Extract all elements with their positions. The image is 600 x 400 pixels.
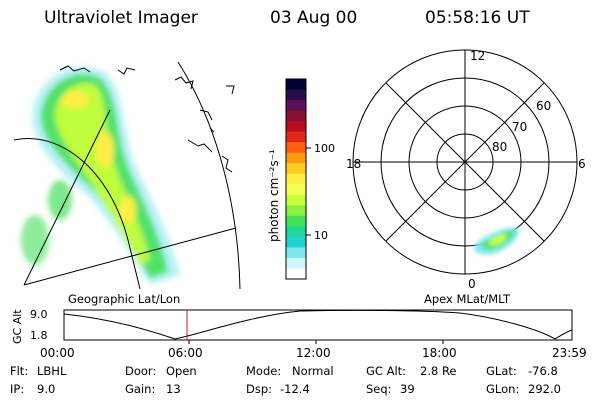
colorbar-cell	[286, 184, 306, 196]
mode-value: Normal	[292, 364, 334, 378]
colorbar-tick-10: 10	[314, 229, 328, 242]
mlt-label-0: 0	[468, 277, 476, 291]
colorbar-cell	[286, 215, 306, 227]
gain-key: Gain:	[125, 382, 156, 396]
door-key: Door:	[125, 364, 157, 378]
colorbar-cell	[286, 194, 306, 206]
time-tick-0000: 00:00	[40, 346, 75, 360]
time-tick-1800: 18:00	[422, 346, 457, 360]
mlt-label-12: 12	[470, 49, 485, 63]
time-label: 05:58:16 UT	[425, 8, 530, 28]
ip-value: 9.0	[37, 382, 56, 396]
apex-caption: Apex MLat/MLT	[424, 292, 511, 306]
colorbar-cell	[286, 257, 306, 270]
seq-value: 39	[400, 382, 415, 396]
colorbar-cell	[286, 89, 306, 101]
colorbar-cell	[286, 131, 306, 143]
glat-key: GLat:	[486, 364, 517, 378]
colorbar-cell	[286, 100, 306, 112]
colorbar-cell	[286, 205, 306, 217]
glat-value: -76.8	[528, 364, 558, 378]
colorbar-cell	[286, 121, 306, 133]
alt-tick-1-8: 1.8	[30, 329, 48, 342]
colorbar-tick-100: 100	[314, 142, 335, 155]
mode-key: Mode:	[246, 364, 282, 378]
colorbar: 100 10 photon cm⁻²s⁻¹	[267, 78, 335, 280]
mlat-label-70: 70	[512, 120, 527, 134]
glon-key: GLon:	[486, 382, 520, 396]
mlat-label-60: 60	[536, 99, 551, 113]
geographic-image	[14, 61, 241, 289]
colorbar-cell	[286, 236, 306, 249]
ip-key: IP:	[10, 382, 25, 396]
time-tick-0600: 06:00	[168, 346, 203, 360]
gcalt-key: GC Alt:	[366, 364, 407, 378]
colorbar-cell	[286, 142, 306, 154]
colorbar-label: photon cm⁻²s⁻¹	[267, 149, 281, 242]
colorbar-cell	[286, 163, 306, 175]
colorbar-cell	[286, 110, 306, 122]
flt-key: Flt:	[10, 364, 29, 378]
mlat-label-80: 80	[492, 140, 507, 154]
date-label: 03 Aug 00	[270, 8, 358, 28]
dsp-value: -12.4	[280, 382, 310, 396]
gain-value: 13	[166, 382, 181, 396]
flt-value: LBHL	[37, 364, 67, 378]
mlt-label-18: 18	[346, 157, 361, 171]
altitude-strip: 9.0 1.8 GC Alt 00:00 06:00 12:00 18:00 2…	[11, 308, 587, 360]
polar-plot: 12 18 6 0 60 70 80	[346, 49, 586, 291]
colorbar-cell	[286, 173, 306, 185]
colorbar-cell	[286, 152, 306, 164]
glon-value: 292.0	[528, 382, 561, 396]
colorbar-cell	[286, 247, 306, 259]
seq-key: Seq:	[366, 382, 392, 396]
dsp-key: Dsp:	[246, 382, 273, 396]
colorbar-cell	[286, 79, 306, 91]
alt-tick-9: 9.0	[30, 308, 48, 321]
gcalt-value: 2.8 Re	[420, 364, 457, 378]
colorbar-cell	[286, 226, 306, 238]
alt-axis-label: GC Alt	[11, 309, 24, 344]
mlt-label-6: 6	[578, 157, 586, 171]
colorbar-cell	[286, 268, 306, 280]
instrument-title: Ultraviolet Imager	[44, 8, 198, 28]
time-tick-1200: 12:00	[296, 346, 331, 360]
geographic-caption: Geographic Lat/Lon	[68, 292, 180, 306]
door-value: Open	[166, 364, 197, 378]
time-tick-2359: 23:59	[552, 346, 587, 360]
